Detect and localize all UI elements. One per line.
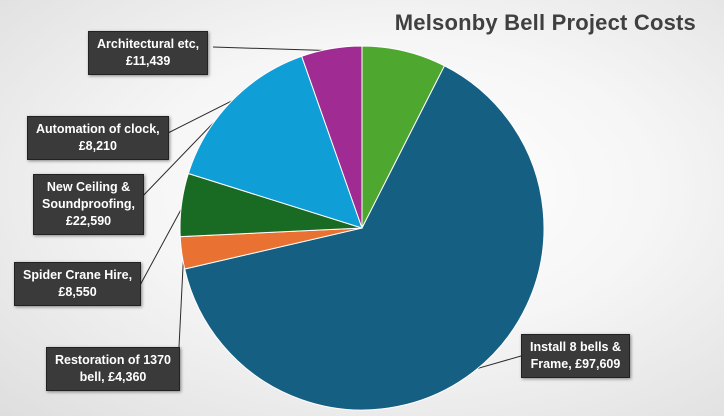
chart-title: Melsonby Bell Project Costs <box>394 10 696 35</box>
data-label-line: Install 8 bells & <box>530 340 622 354</box>
pie-slice-new-ceiling-soundproofing <box>187 55 363 229</box>
data-label-line: Restoration of 1370 <box>55 353 172 367</box>
data-label-line: bell, £4,360 <box>79 370 147 384</box>
data-label-line: £22,590 <box>65 214 112 228</box>
data-label-line: £8,210 <box>78 139 117 153</box>
data-label-line: Frame, £97,609 <box>530 357 621 371</box>
data-label-architectural-etc: Architectural etc, £11,439 <box>88 31 209 75</box>
pie-slice-automation-of-clock <box>301 45 363 229</box>
data-label-line: Automation of clock, <box>36 122 160 136</box>
data-label-automation-of-clock: Automation of clock, £8,210 <box>27 116 169 160</box>
data-label-line: Spider Crane Hire, <box>23 268 133 282</box>
data-label-restoration-of-1370-bell: Restoration of 1370 bell, £4,360 <box>46 347 181 391</box>
pie-slice-install-8-bells-frame <box>184 65 545 411</box>
data-label-line: Architectural etc, <box>97 37 200 51</box>
pie-slices <box>179 45 545 411</box>
data-label-line: New Ceiling & <box>46 180 131 194</box>
leader-line-spider-crane-hire <box>137 204 184 290</box>
leader-line-install-8-bells-frame <box>472 355 522 371</box>
data-label-new-ceiling-soundproofing: New Ceiling & Soundproofing, £22,590 <box>33 174 145 235</box>
data-label-install-8-bells-frame: Install 8 bells & Frame, £97,609 <box>521 334 631 378</box>
data-label-line: £8,550 <box>58 285 97 299</box>
data-label-line: £11,439 <box>125 54 171 68</box>
data-label-spider-crane-hire: Spider Crane Hire, £8,550 <box>14 262 142 306</box>
data-label-line: Soundproofing, <box>42 197 136 211</box>
